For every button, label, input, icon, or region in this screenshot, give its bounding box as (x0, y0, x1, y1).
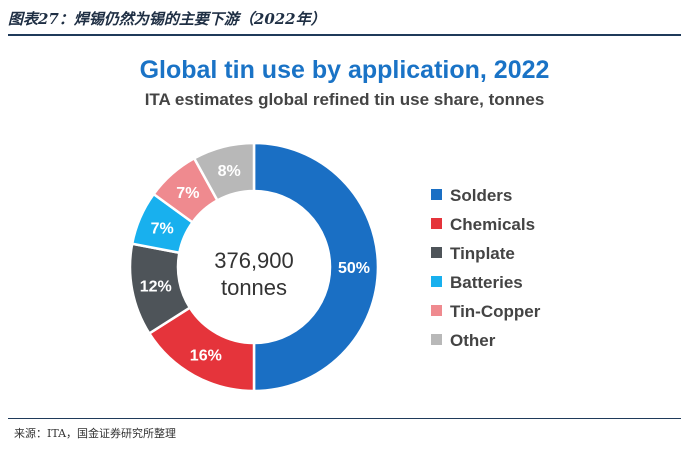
center-total: 376,900 (214, 248, 294, 273)
legend-label-solders: Solders (450, 186, 512, 205)
legend-swatch-other (431, 334, 442, 345)
slice-label-tinplate: 12% (140, 279, 172, 296)
donut-slices (128, 141, 380, 393)
legend: Solders Chemicals Tinplate Batteries Tin-Cop… (431, 186, 541, 350)
legend-label-tinplate: Tinplate (450, 244, 515, 263)
slice-label-other: 8% (218, 163, 241, 180)
chart-title: Global tin use by application, 2022 (139, 56, 550, 84)
figure-title: 图表27：焊锡仍然为锡的主要下游（2022年） (8, 10, 326, 28)
slice-solders (252, 141, 380, 393)
slice-label-tin-copper: 7% (176, 185, 199, 202)
legend-swatch-solders (431, 189, 442, 200)
legend-swatch-batteries (431, 276, 442, 287)
source-note: 来源：ITA，国金证券研究所整理 (14, 427, 177, 440)
legend-swatch-chemicals (431, 218, 442, 229)
legend-label-other: Other (450, 331, 496, 350)
legend-label-chemicals: Chemicals (450, 215, 535, 234)
legend-label-batteries: Batteries (450, 273, 523, 292)
legend-label-tin-copper: Tin-Copper (450, 302, 541, 321)
slice-label-batteries: 7% (151, 220, 174, 237)
chart-subtitle: ITA estimates global refined tin use sha… (144, 90, 545, 109)
center-label: 376,900 tonnes (214, 248, 294, 300)
legend-swatch-tinplate (431, 247, 442, 258)
slice-labels: 50% 16% 12% 7% 7% 8% (140, 163, 370, 364)
slice-other (192, 141, 256, 203)
slice-label-solders: 50% (338, 260, 370, 277)
top-divider (8, 34, 681, 36)
center-unit: tonnes (221, 275, 287, 300)
bottom-divider (8, 418, 681, 419)
slice-label-chemicals: 16% (190, 348, 222, 365)
legend-swatch-tin-copper (431, 305, 442, 316)
